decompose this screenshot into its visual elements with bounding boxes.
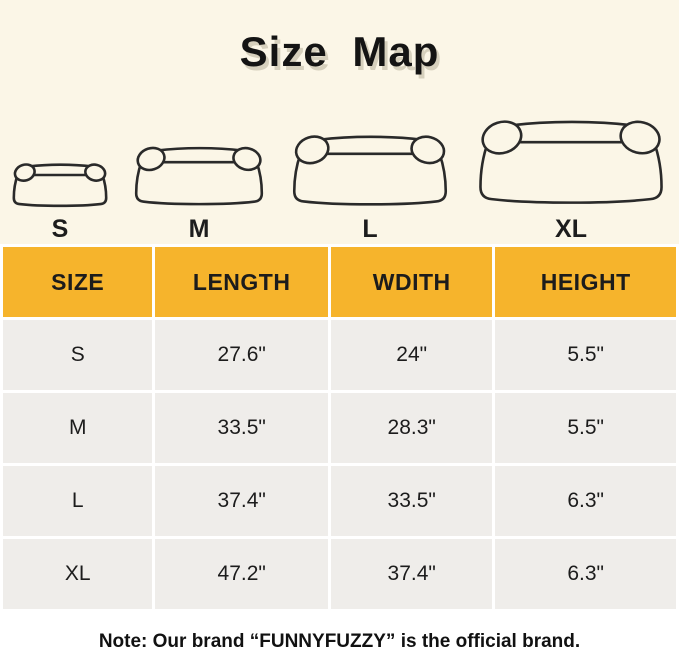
pet-bed-icon	[288, 121, 452, 208]
footer-section: Note: Our brand “FUNNYFUZZY” is the offi…	[0, 612, 679, 671]
cell-length: 27.6"	[155, 320, 329, 390]
cell-height: 5.5"	[495, 320, 676, 390]
table-row: S 27.6" 24" 5.5"	[3, 320, 676, 390]
table-row: XL 47.2" 37.4" 6.3"	[3, 539, 676, 609]
cell-size: S	[3, 320, 153, 390]
cell-width: 24"	[331, 320, 493, 390]
cell-width: 28.3"	[331, 393, 493, 463]
pet-bed-icon	[10, 155, 110, 208]
table-row: M 33.5" 28.3" 5.5"	[3, 393, 676, 463]
cell-height: 6.3"	[495, 466, 676, 536]
header-cell-size: SIZE	[3, 247, 153, 317]
cell-length: 47.2"	[155, 539, 329, 609]
cell-size: XL	[3, 539, 153, 609]
header-cell-width: WDITH	[331, 247, 493, 317]
cell-width: 37.4"	[331, 539, 493, 609]
cell-size: M	[3, 393, 153, 463]
table-header-row: SIZE LENGTH WDITH HEIGHT	[3, 247, 676, 317]
bed-size-label: M	[188, 215, 210, 243]
cell-length: 37.4"	[155, 466, 329, 536]
page-title: Size Map	[239, 28, 440, 75]
bed-size-label: S	[51, 215, 69, 243]
bed-illustration-m: M	[131, 135, 267, 244]
bed-size-illustrations: S M L	[0, 86, 679, 244]
header-cell-height: HEIGHT	[495, 247, 676, 317]
pet-bed-icon	[131, 135, 267, 208]
footer-note: Note: Our brand “FUNNYFUZZY” is the offi…	[98, 630, 581, 652]
bed-illustration-l: L	[288, 121, 452, 244]
pet-bed-icon	[473, 103, 669, 208]
size-table: SIZE LENGTH WDITH HEIGHT S 27.6" 24" 5.5…	[0, 244, 679, 612]
cell-size: L	[3, 466, 153, 536]
bed-illustration-xl: XL	[473, 103, 669, 244]
size-table-section: SIZE LENGTH WDITH HEIGHT S 27.6" 24" 5.5…	[0, 244, 679, 612]
cell-length: 33.5"	[155, 393, 329, 463]
cell-height: 5.5"	[495, 393, 676, 463]
header-cell-length: LENGTH	[155, 247, 329, 317]
bed-size-label: L	[362, 215, 378, 243]
cell-width: 33.5"	[331, 466, 493, 536]
bed-size-label: XL	[555, 215, 587, 243]
table-row: L 37.4" 33.5" 6.3"	[3, 466, 676, 536]
title-section: Size Map	[0, 0, 679, 84]
cell-height: 6.3"	[495, 539, 676, 609]
bed-illustration-s: S	[10, 155, 110, 244]
